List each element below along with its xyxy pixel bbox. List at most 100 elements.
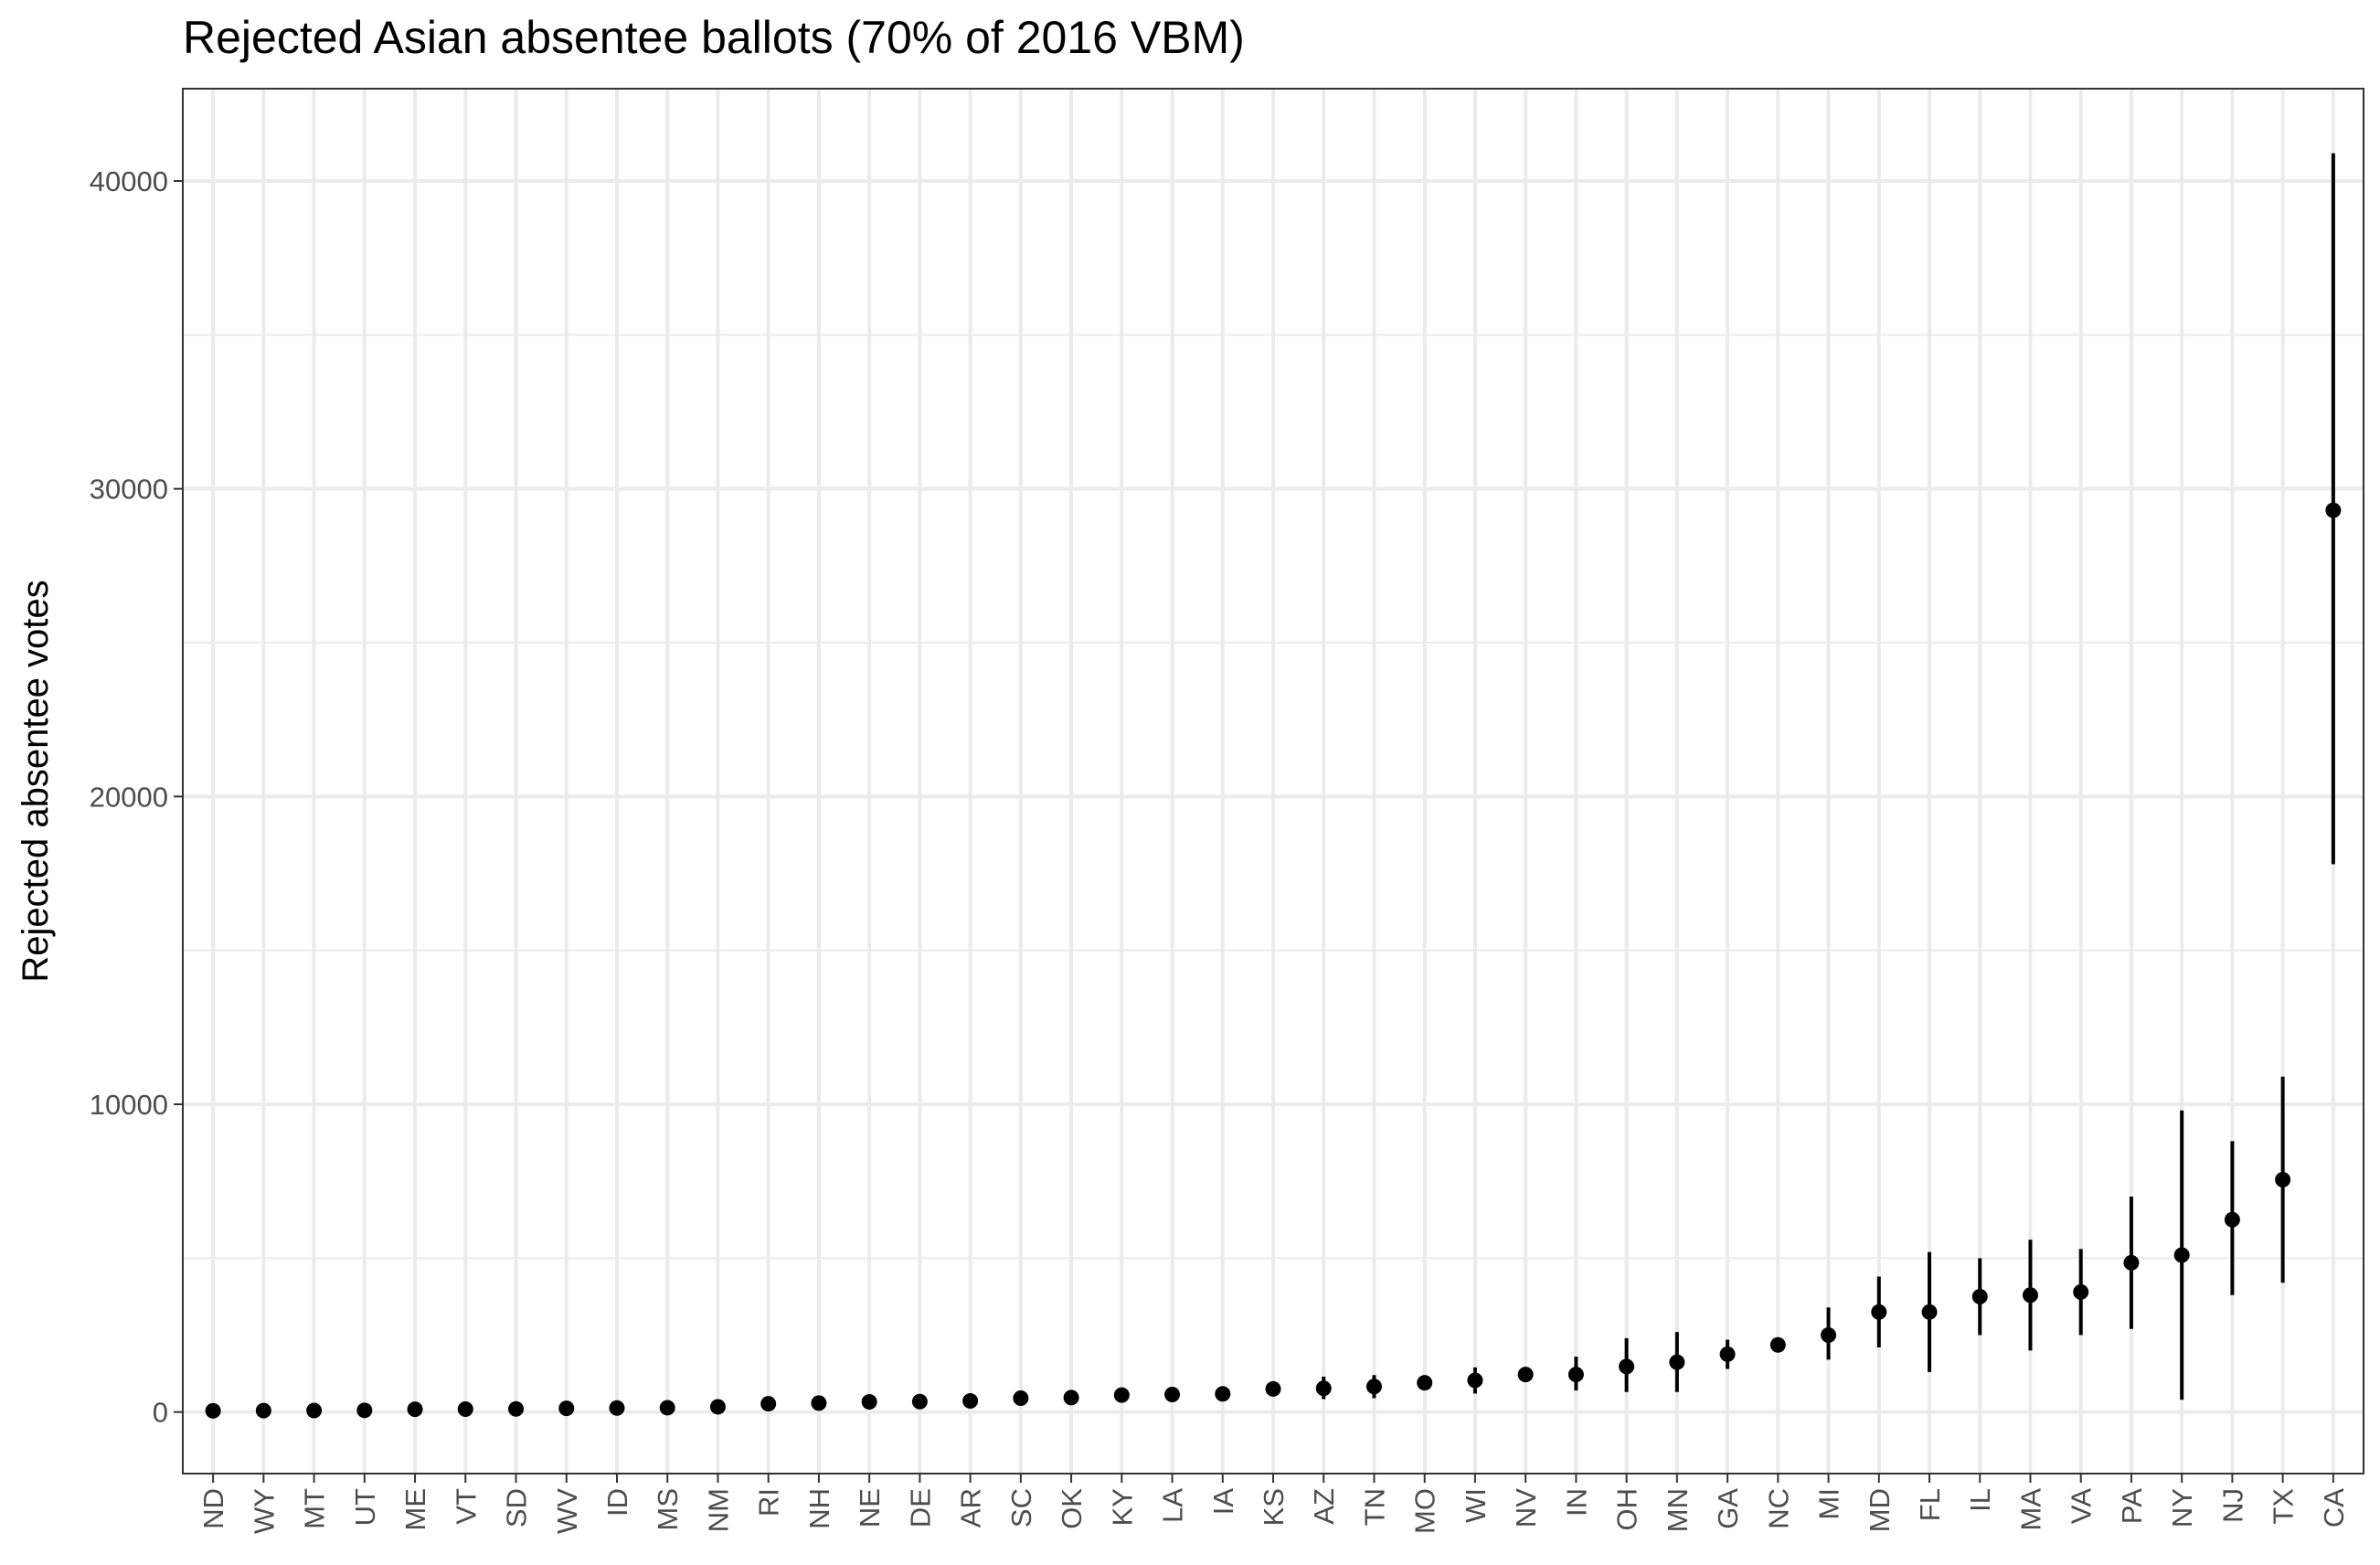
point-sd bbox=[508, 1400, 525, 1417]
x-tick-label-ne: NE bbox=[854, 1488, 886, 1528]
x-tick-label-mo: MO bbox=[1409, 1488, 1441, 1534]
data-mark-nd bbox=[205, 1402, 221, 1419]
point-il bbox=[1971, 1288, 1988, 1304]
gridlines bbox=[183, 89, 2364, 1474]
point-ar bbox=[962, 1393, 979, 1410]
point-nv bbox=[1517, 1367, 1534, 1383]
data-mark-ia bbox=[1215, 1386, 1231, 1402]
x-tick-label-nd: ND bbox=[197, 1488, 229, 1529]
data-mark-me bbox=[407, 1401, 423, 1418]
x-tick-label-ny: NY bbox=[2166, 1488, 2198, 1528]
x-tick-label-nc: NC bbox=[1762, 1488, 1794, 1529]
data-mark-ok bbox=[1063, 1389, 1079, 1406]
x-tick-label-ut: UT bbox=[349, 1488, 381, 1526]
data-mark-md bbox=[1871, 1276, 1887, 1347]
point-tx bbox=[2275, 1171, 2291, 1187]
x-tick-label-pa: PA bbox=[2116, 1488, 2148, 1524]
data-mark-mt bbox=[306, 1402, 323, 1419]
data-mark-nv bbox=[1517, 1367, 1534, 1383]
x-tick-label-tn: TN bbox=[1358, 1488, 1390, 1526]
point-nd bbox=[205, 1402, 221, 1419]
data-mark-mn bbox=[1669, 1332, 1685, 1392]
x-tick-label-in: IN bbox=[1560, 1488, 1592, 1517]
data-mark-mi bbox=[1821, 1307, 1837, 1360]
point-ca bbox=[2325, 502, 2342, 518]
data-mark-il bbox=[1971, 1258, 1988, 1336]
x-tick-label-ks: KS bbox=[1258, 1488, 1290, 1526]
data-mark-oh bbox=[1619, 1337, 1635, 1392]
y-tick-label: 20000 bbox=[90, 781, 168, 813]
x-tick-label-ms: MS bbox=[652, 1488, 684, 1531]
y-tick-label: 0 bbox=[153, 1397, 168, 1429]
data-mark-ny bbox=[2173, 1110, 2190, 1400]
point-nh bbox=[811, 1395, 827, 1411]
x-tick-label-de: DE bbox=[904, 1488, 936, 1528]
point-ky bbox=[1113, 1387, 1130, 1403]
point-ut bbox=[356, 1402, 373, 1419]
point-wv bbox=[558, 1400, 575, 1417]
x-tick-label-ar: AR bbox=[955, 1488, 987, 1528]
y-axis-ticks: 0 10000 20000 30000 40000 bbox=[90, 165, 183, 1429]
point-md bbox=[1871, 1304, 1887, 1320]
point-oh bbox=[1619, 1358, 1635, 1375]
point-mi bbox=[1821, 1327, 1837, 1343]
x-tick-label-oh: OH bbox=[1611, 1488, 1643, 1531]
data-mark-az bbox=[1315, 1376, 1332, 1400]
x-tick-label-ri: RI bbox=[753, 1488, 785, 1517]
point-ne bbox=[861, 1394, 877, 1411]
data-mark-tn bbox=[1365, 1375, 1382, 1399]
data-points bbox=[205, 153, 2342, 1419]
x-tick-label-nh: NH bbox=[803, 1488, 835, 1529]
data-mark-ga bbox=[1719, 1339, 1736, 1369]
data-mark-wi bbox=[1467, 1367, 1483, 1394]
x-tick-label-vt: VT bbox=[450, 1488, 482, 1525]
point-de bbox=[911, 1393, 928, 1410]
x-axis-ticks: ND WY MT UT ME VT SD WV ID MS NM RI NH NE DE AR SC OK KY LA… bbox=[197, 1474, 2350, 1534]
x-tick-label-ia: IA bbox=[1207, 1488, 1239, 1516]
x-tick-label-ky: KY bbox=[1106, 1488, 1138, 1526]
point-ms bbox=[659, 1400, 675, 1416]
data-mark-nh bbox=[811, 1395, 827, 1411]
x-tick-label-fl: FL bbox=[1914, 1488, 1946, 1521]
point-az bbox=[1315, 1380, 1332, 1397]
data-mark-sc bbox=[1013, 1390, 1029, 1407]
y-axis-title: Rejected absentee votes bbox=[16, 580, 56, 982]
point-me bbox=[407, 1401, 423, 1418]
data-mark-ri bbox=[760, 1396, 777, 1412]
chart-title: Rejected Asian absentee ballots (70% of … bbox=[183, 12, 1245, 63]
x-tick-label-sc: SC bbox=[1005, 1488, 1037, 1528]
data-mark-mo bbox=[1417, 1375, 1433, 1391]
x-tick-label-wv: WV bbox=[551, 1488, 583, 1534]
x-tick-label-md: MD bbox=[1864, 1488, 1896, 1532]
y-tick-label: 10000 bbox=[90, 1089, 168, 1121]
data-mark-ca bbox=[2325, 153, 2342, 865]
x-tick-label-nj: NJ bbox=[2216, 1488, 2248, 1523]
point-id bbox=[609, 1400, 625, 1416]
x-tick-label-il: IL bbox=[1964, 1488, 1996, 1512]
x-tick-label-ma: MA bbox=[2014, 1488, 2046, 1531]
point-ri bbox=[760, 1396, 777, 1412]
data-mark-wv bbox=[558, 1400, 575, 1417]
x-tick-label-ok: OK bbox=[1056, 1488, 1088, 1529]
point-la bbox=[1164, 1386, 1181, 1402]
point-ia bbox=[1215, 1386, 1231, 1402]
point-tn bbox=[1365, 1379, 1382, 1395]
point-wi bbox=[1467, 1372, 1483, 1389]
data-mark-ma bbox=[2022, 1240, 2038, 1351]
panel-border bbox=[182, 88, 2364, 1475]
point-nj bbox=[2224, 1211, 2240, 1228]
point-fl bbox=[1921, 1304, 1938, 1320]
data-mark-in bbox=[1567, 1357, 1584, 1391]
point-va bbox=[2073, 1283, 2089, 1300]
data-mark-tx bbox=[2275, 1076, 2291, 1283]
point-mn bbox=[1669, 1354, 1685, 1370]
point-ga bbox=[1719, 1346, 1736, 1362]
point-sc bbox=[1013, 1390, 1029, 1407]
data-mark-ut bbox=[356, 1402, 373, 1419]
point-ok bbox=[1063, 1389, 1079, 1406]
data-mark-nm bbox=[709, 1399, 726, 1415]
data-mark-la bbox=[1164, 1386, 1181, 1402]
point-ks bbox=[1265, 1380, 1281, 1397]
data-mark-fl bbox=[1921, 1251, 1938, 1372]
x-tick-label-mi: MI bbox=[1813, 1488, 1845, 1519]
